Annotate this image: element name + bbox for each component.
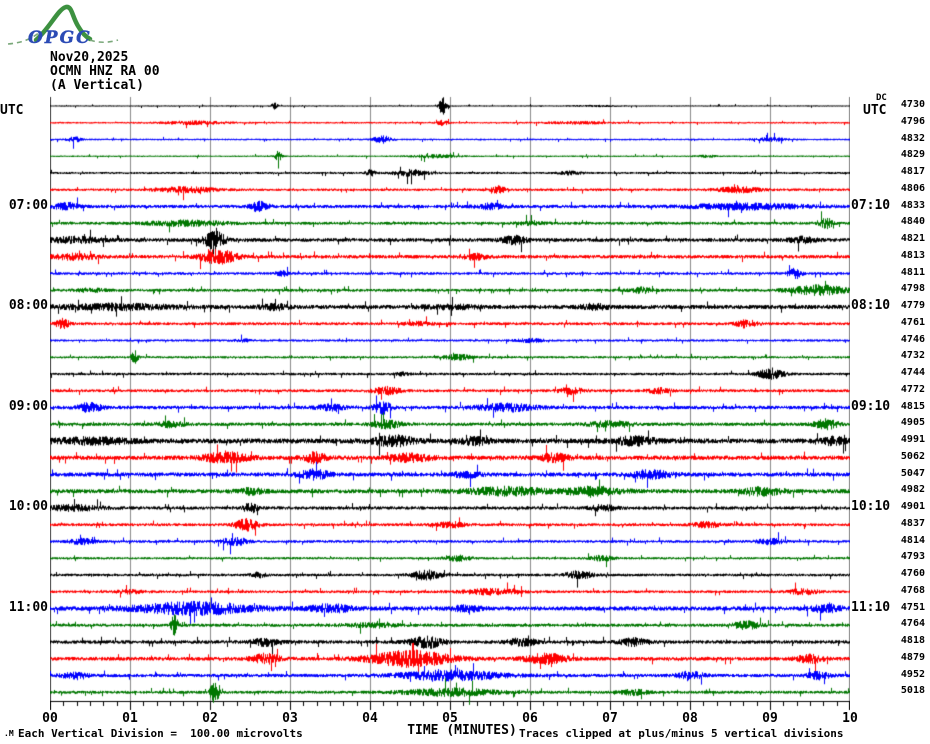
dc-value: 4779 (900, 300, 925, 311)
x-tick-label: 05 (442, 711, 458, 726)
left-hour-label: 08:00 (8, 298, 48, 313)
x-tick-label: 04 (362, 711, 378, 726)
x-tick-label: 01 (122, 711, 138, 726)
dc-value: 4796 (900, 115, 925, 127)
dc-value: 5018 (900, 685, 925, 697)
right-hour-label: 08:10 (851, 298, 891, 313)
dc-value: 4818 (900, 635, 925, 646)
dc-value: 5047 (900, 467, 925, 479)
left-hour-label: 11:00 (8, 599, 48, 615)
dc-value: 4833 (900, 199, 925, 211)
left-hour-label: 09:00 (8, 398, 48, 414)
dc-value: 4879 (900, 651, 925, 663)
logo-text: OPGC (28, 28, 92, 48)
logo-dash-left (7, 31, 41, 45)
tiny-mark: .M (4, 729, 14, 738)
utc-title-left: UTC (0, 103, 24, 118)
dc-value: 4746 (900, 333, 925, 345)
dc-value: 4806 (900, 182, 925, 194)
right-hour-label: 10:10 (851, 499, 891, 514)
x-tick-label: 03 (282, 711, 298, 726)
dc-value: 5062 (900, 450, 925, 462)
logo-dash-right (89, 39, 119, 44)
dc-value: 4732 (900, 350, 925, 362)
dc-value: 4744 (900, 367, 925, 378)
utc-title-right: UTC (863, 103, 887, 118)
dc-value: 4760 (900, 568, 925, 579)
dc-value: 4814 (900, 534, 925, 546)
right-hour-label: 09:10 (851, 398, 891, 414)
dc-value: 4832 (900, 132, 925, 144)
x-tick-label: 07 (602, 711, 618, 726)
dc-value: 4821 (900, 233, 925, 244)
left-hour-label: 07:00 (8, 197, 48, 213)
dc-value: 4952 (900, 668, 925, 680)
dc-value: 4813 (900, 249, 925, 261)
dc-value: 4764 (900, 618, 925, 630)
left-hour-label: 10:00 (8, 499, 48, 514)
dc-value: 4815 (900, 400, 925, 412)
dc-value: 4761 (900, 316, 925, 328)
dc-value: 4829 (900, 149, 925, 161)
x-tick-label: 02 (202, 711, 218, 726)
dc-value: 4905 (900, 417, 925, 429)
dc-column-label: DC (876, 93, 887, 103)
dc-value: 4768 (900, 584, 925, 596)
dc-value: 4840 (900, 216, 925, 228)
x-tick-label: 08 (682, 711, 698, 726)
dc-value: 4798 (900, 283, 925, 295)
dc-value: 4817 (900, 166, 925, 177)
dc-value: 4811 (900, 266, 925, 278)
header-station: OCMN HNZ RA 00 (50, 64, 160, 79)
dc-value: 4837 (900, 517, 925, 529)
dc-value: 4982 (900, 484, 925, 496)
dc-value: 4730 (900, 99, 925, 110)
x-tick-label: 10 (842, 711, 858, 726)
logo-volcano-curve (33, 4, 93, 43)
dc-value: 4991 (900, 434, 925, 445)
x-tick-label: 09 (762, 711, 778, 726)
seismogram-plot (50, 87, 850, 717)
dc-value: 4772 (900, 383, 925, 395)
scale-note: Each Vertical Division = 100.00 microvol… (18, 727, 303, 740)
opgc-logo: OPGC (7, 4, 119, 48)
x-tick-label: 06 (522, 711, 538, 726)
clipping-note: Traces clipped at plus/minus 5 vertical … (519, 727, 844, 740)
x-axis-title: TIME (MINUTES) (407, 723, 517, 738)
dc-value: 4793 (900, 551, 925, 563)
header-date: Nov20,2025 (50, 50, 129, 65)
dc-value: 4751 (900, 601, 925, 613)
x-tick-label: 00 (42, 711, 58, 726)
dc-value: 4901 (900, 501, 925, 512)
right-hour-label: 11:10 (851, 599, 891, 615)
right-hour-label: 07:10 (851, 197, 891, 213)
